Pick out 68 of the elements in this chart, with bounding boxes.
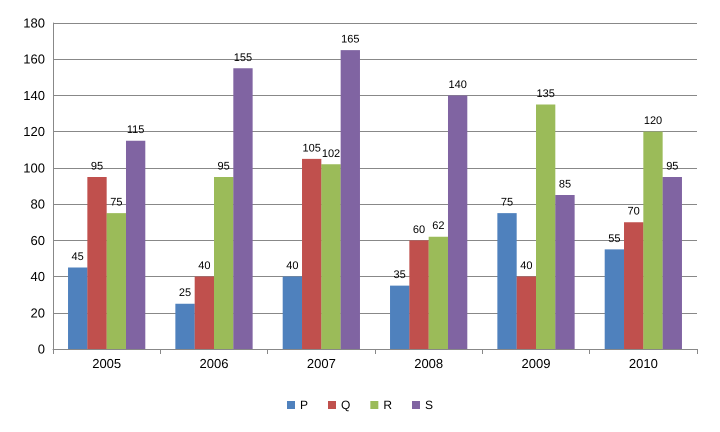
bar (409, 240, 429, 349)
bar (604, 249, 624, 349)
data-label: 95 (90, 160, 104, 172)
data-label: 40 (286, 260, 298, 272)
data-label: 45 (72, 251, 84, 263)
data-label: 75 (110, 196, 122, 209)
y-tick-label: 180 (23, 16, 45, 30)
bar (516, 276, 536, 349)
bar (624, 222, 644, 349)
y-tick-label: 100 (23, 160, 45, 176)
data-label: 62 (432, 220, 444, 232)
bar (340, 50, 360, 349)
bar (194, 276, 214, 349)
y-tick-label: 20 (30, 305, 45, 320)
bar (662, 176, 682, 349)
data-label: 55 (608, 232, 620, 245)
data-label: 165 (341, 34, 360, 46)
data-label: 135 (536, 88, 555, 100)
data-label: 95 (218, 160, 230, 172)
x-tick-label: 2010 (628, 356, 658, 371)
x-tick-label: 2005 (92, 356, 122, 371)
bar (87, 176, 107, 349)
x-tick-label: 2009 (522, 356, 550, 371)
data-label: 40 (198, 260, 210, 272)
bar (448, 95, 468, 349)
bar (282, 276, 302, 349)
y-tick-label: 60 (30, 232, 45, 248)
legend-label: Q (341, 398, 350, 412)
bar (321, 164, 341, 349)
y-tick-label: 40 (30, 269, 45, 284)
data-label: 102 (322, 148, 340, 160)
bar (536, 104, 556, 349)
data-label: 75 (500, 196, 514, 209)
data-label: 105 (302, 142, 321, 154)
x-tick-label: 2008 (414, 356, 444, 371)
x-tick-label: 2006 (200, 356, 228, 371)
legend-label: S (425, 398, 434, 412)
bar (68, 268, 88, 349)
y-tick-label: 140 (23, 88, 45, 103)
bar (302, 158, 322, 349)
data-label: 115 (126, 124, 144, 136)
bar (106, 213, 126, 349)
y-tick-label: 160 (23, 52, 45, 67)
data-label: 95 (666, 160, 678, 172)
y-tick-label: 120 (23, 124, 45, 140)
data-label: 40 (520, 260, 532, 272)
data-label: 155 (234, 52, 252, 64)
legend-label: P (300, 398, 308, 412)
data-label: 85 (558, 178, 572, 191)
y-tick-label: 0 (38, 342, 45, 356)
data-label: 120 (644, 115, 662, 128)
legend-label: R (383, 398, 392, 412)
bar (214, 176, 234, 349)
bar (126, 140, 146, 349)
data-label: 35 (394, 269, 406, 282)
y-tick-label: 80 (30, 196, 45, 212)
bar (643, 132, 663, 349)
bar (555, 195, 575, 349)
bar (428, 236, 448, 349)
bar (233, 68, 253, 349)
data-label: 60 (412, 224, 426, 236)
x-tick-label: 2007 (306, 356, 336, 371)
data-label: 25 (178, 287, 192, 300)
bar (175, 304, 195, 349)
data-label: 70 (628, 206, 640, 218)
bar (497, 213, 517, 349)
bar (390, 286, 410, 349)
data-label: 140 (448, 78, 467, 91)
